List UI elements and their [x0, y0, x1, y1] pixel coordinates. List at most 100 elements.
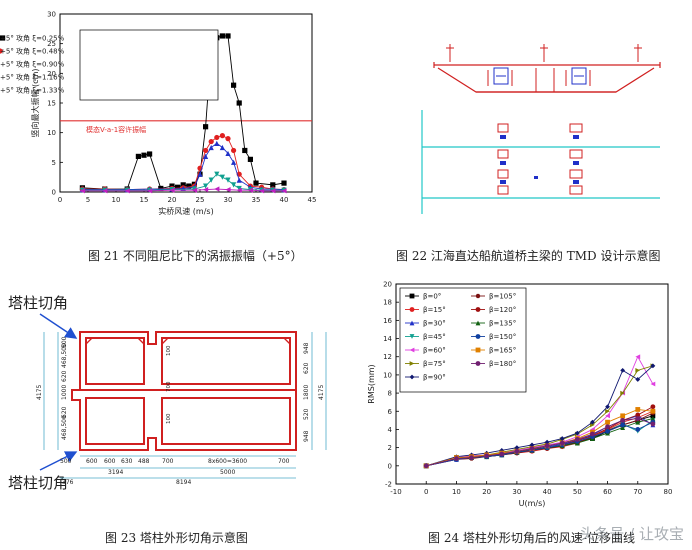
left-dims	[43, 332, 59, 450]
inner-dim-2: 100	[166, 413, 172, 424]
y-axis-label: RMS(mm)	[367, 364, 376, 403]
legend-label: β=150°	[489, 333, 516, 341]
y-tick-label: 0	[388, 462, 392, 470]
y-tick-label: 15	[47, 100, 56, 108]
figure-22: 图 22 江海直达船航道桥主梁的 TMD 设计示意图	[346, 0, 692, 270]
y-tick-label: 0	[52, 189, 56, 197]
data-point	[635, 427, 641, 432]
data-point	[605, 404, 610, 410]
y-tick-label: -2	[385, 481, 392, 489]
legend-marker	[475, 361, 481, 366]
y-tick-label: 10	[383, 371, 392, 379]
data-point	[635, 412, 641, 418]
y-tick-label: 16	[383, 317, 392, 325]
x-tick-label: 10	[112, 196, 121, 204]
data-point	[135, 153, 141, 159]
data-point	[635, 419, 641, 425]
data-point	[225, 187, 231, 193]
data-point	[247, 187, 253, 193]
x-tick-label: 30	[512, 488, 521, 496]
x-tick-label: 15	[140, 196, 149, 204]
y-tick-label: 6	[388, 408, 393, 416]
data-point	[231, 182, 237, 188]
legend: +5° 攻角 ξ=0.25% +5° 攻角 ξ=0.48% +5° 攻角 ξ=0.9…	[0, 29, 219, 101]
series-12	[423, 416, 656, 469]
data-point	[253, 180, 259, 186]
left-dim-0: 500	[61, 336, 68, 348]
right-dim-4: 948	[303, 430, 310, 442]
y-tick-label: 8	[388, 390, 392, 398]
bottom-dim-0: 500	[60, 458, 72, 465]
legend-marker	[0, 48, 3, 54]
y-tick-label: 20	[47, 70, 56, 78]
data-point	[141, 152, 147, 158]
data-point	[620, 390, 626, 396]
data-point	[650, 416, 656, 421]
data-point	[605, 424, 610, 430]
inner-dim-1: 700	[166, 381, 172, 392]
plot-frame	[395, 283, 669, 485]
fig24-chart: -10 0 10 20 30 40 50 60 70 80 -2 0 2 4 6 8 10 12 14 16 18 20 U…	[367, 281, 673, 509]
data-point	[236, 177, 242, 183]
data-point	[544, 443, 550, 449]
tmd-plan-right	[569, 123, 583, 195]
x-tick-label: 80	[664, 488, 673, 496]
data-point	[124, 188, 130, 194]
right-dim-total: 4175	[318, 385, 325, 400]
girder-cross-section	[433, 62, 661, 93]
data-point	[620, 422, 626, 428]
figure-23: 塔柱切角 塔柱切角 500 468,500 620 1000 620 468,5…	[0, 272, 346, 550]
legend-label: β=180°	[489, 360, 516, 368]
right-dim-3: 520	[303, 408, 310, 420]
data-point	[175, 184, 181, 190]
data-point	[620, 417, 626, 423]
y-tick-label: 12	[383, 353, 392, 361]
legend-label: β=0°	[423, 293, 441, 301]
x-axis-label: U(m/s)	[519, 499, 546, 508]
y-tick-label: 10	[47, 129, 56, 137]
data-point	[214, 134, 220, 141]
legend-marker	[409, 320, 415, 326]
data-point	[635, 367, 641, 373]
right-dim-0: 948	[303, 342, 310, 354]
corner-callout-bottom: 塔柱切角	[8, 474, 68, 492]
bottom-outer-1: 8194	[176, 479, 191, 486]
bottom-outer-0: 376	[62, 479, 74, 486]
data-point	[79, 188, 85, 194]
bottom-dim-4: 488	[138, 458, 150, 465]
fig21-chart: 0 5 10 15 20 25 30 35 40 45 0 5 10 15 20 25 30 实桥风速 (m/s)…	[0, 11, 316, 216]
bottom-dim-7: 700	[278, 458, 290, 465]
legend-label: β=105°	[489, 293, 516, 301]
data-point	[225, 136, 231, 142]
bottom-dim-6: 8x600=3600	[208, 458, 247, 465]
legend-label: β=90°	[423, 374, 446, 382]
data-point	[650, 381, 656, 387]
y-tick-label: 2	[388, 444, 392, 452]
threshold-label: 模态V-a-1容许振幅	[86, 125, 146, 134]
data-point	[635, 354, 641, 360]
data-point	[169, 187, 175, 193]
x-tick-label: 50	[573, 488, 582, 496]
data-point	[214, 171, 220, 177]
data-point	[242, 147, 248, 154]
x-tick-label: 20	[168, 196, 177, 204]
data-point	[590, 419, 595, 425]
data-point	[186, 183, 192, 189]
bottom-dim-5: 700	[162, 458, 174, 465]
data-point	[529, 446, 535, 451]
data-point	[180, 182, 186, 188]
x-tick-label: 30	[224, 196, 233, 204]
x-tick-label: 35	[252, 196, 261, 204]
data-point	[259, 188, 265, 194]
x-tick-label: 0	[424, 488, 428, 496]
y-tick-label: 14	[383, 335, 392, 343]
y-tick-label: 30	[47, 11, 56, 19]
left-dim-3: 1000	[61, 385, 68, 400]
data-point	[454, 456, 459, 461]
x-tick-label: 70	[633, 488, 642, 496]
data-point	[469, 455, 474, 461]
data-point	[231, 147, 237, 154]
fig22-diagram	[421, 44, 661, 214]
data-point	[650, 413, 656, 419]
data-point	[650, 404, 656, 410]
